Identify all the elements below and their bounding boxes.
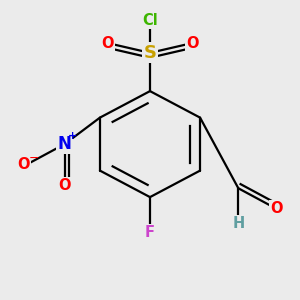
Text: H: H: [232, 216, 244, 231]
Text: −: −: [28, 152, 39, 165]
Text: Cl: Cl: [142, 13, 158, 28]
Text: O: O: [101, 37, 114, 52]
Text: +: +: [68, 131, 77, 141]
Text: O: O: [270, 201, 283, 216]
Text: O: O: [18, 157, 30, 172]
Text: S: S: [143, 44, 157, 62]
Text: O: O: [58, 178, 71, 193]
Text: F: F: [145, 225, 155, 240]
Text: N: N: [58, 135, 71, 153]
Text: O: O: [186, 37, 199, 52]
